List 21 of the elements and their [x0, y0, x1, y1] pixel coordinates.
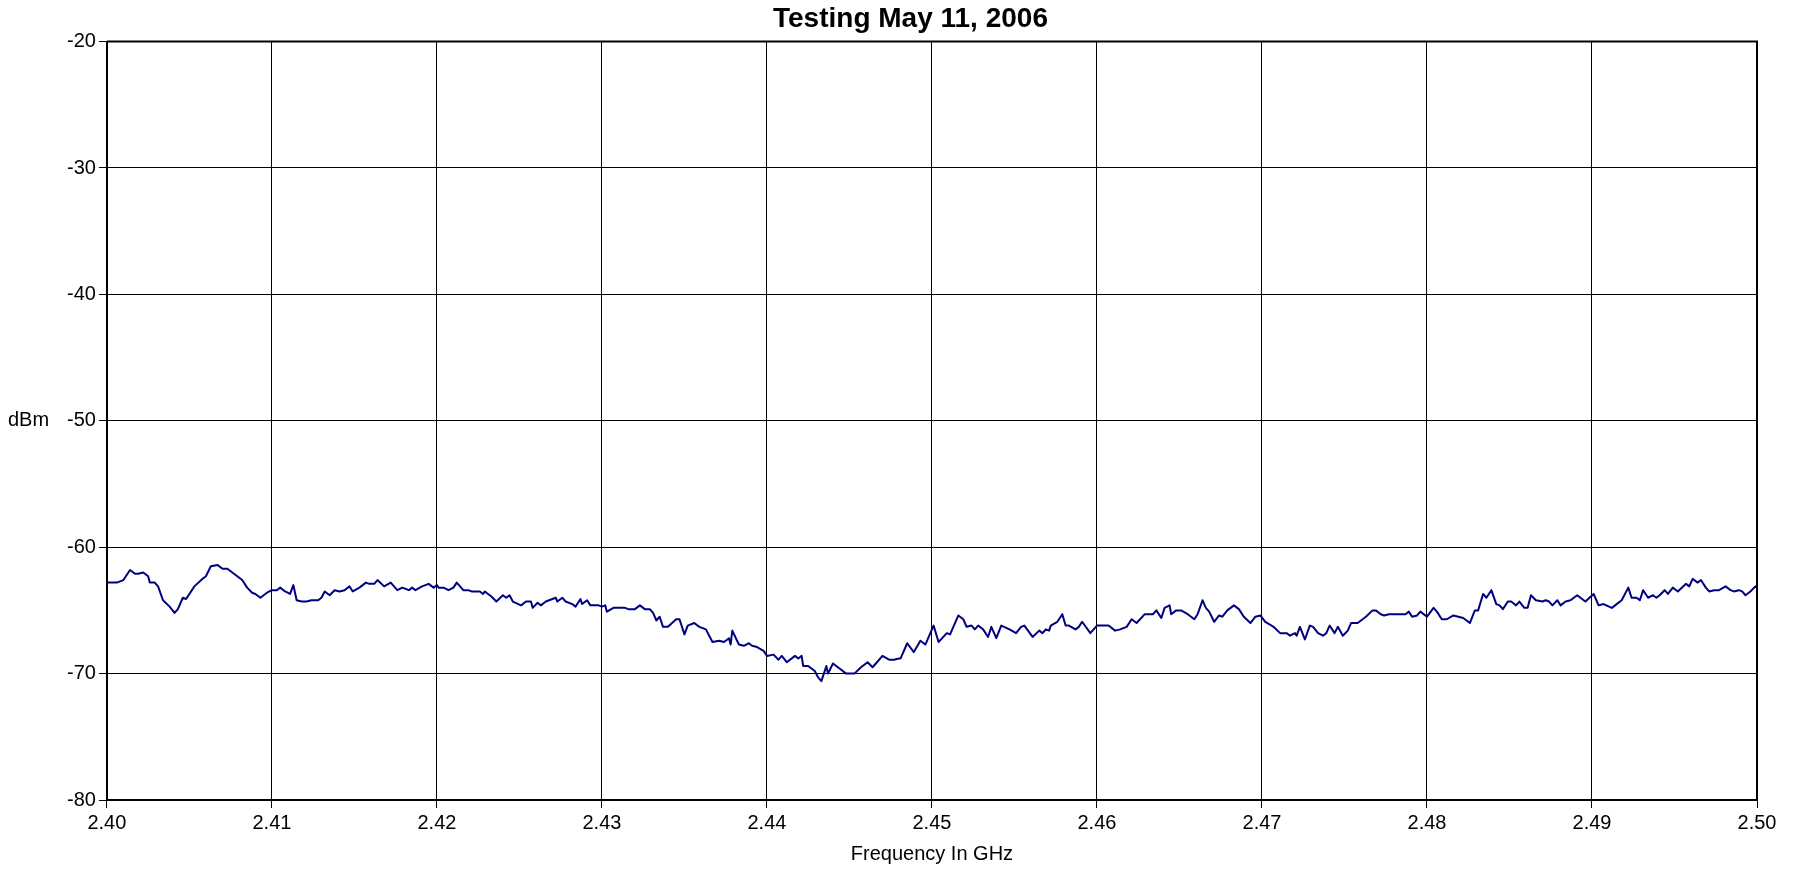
x-tick-label: 2.44	[747, 810, 787, 833]
x-tick-label: 2.48	[1407, 810, 1447, 833]
x-tick-label: 2.45	[912, 810, 952, 833]
x-axis-title: Frequency In GHz	[850, 841, 1014, 864]
x-tick-label: 2.46	[1077, 810, 1117, 833]
y-tick-label: -30	[67, 155, 96, 178]
x-tick-label: 2.43	[582, 810, 622, 833]
x-tick-label: 2.50	[1737, 810, 1777, 833]
y-axis-title: dBm	[8, 408, 50, 431]
y-tick-label: -60	[67, 534, 96, 557]
x-tick-label: 2.40	[87, 810, 127, 833]
x-tick-label: 2.42	[417, 810, 457, 833]
x-tick-label: 2.49	[1572, 810, 1612, 833]
x-tick-label: 2.41	[252, 810, 292, 833]
chart-title: Testing May 11, 2006	[773, 1, 1048, 33]
y-tick-label: -80	[67, 787, 96, 810]
x-tick-label: 2.47	[1242, 810, 1282, 833]
y-tick-label: -50	[67, 408, 96, 431]
y-tick-label: -40	[67, 281, 96, 304]
y-tick-label: -70	[67, 661, 96, 684]
y-tick-label: -20	[67, 29, 96, 52]
